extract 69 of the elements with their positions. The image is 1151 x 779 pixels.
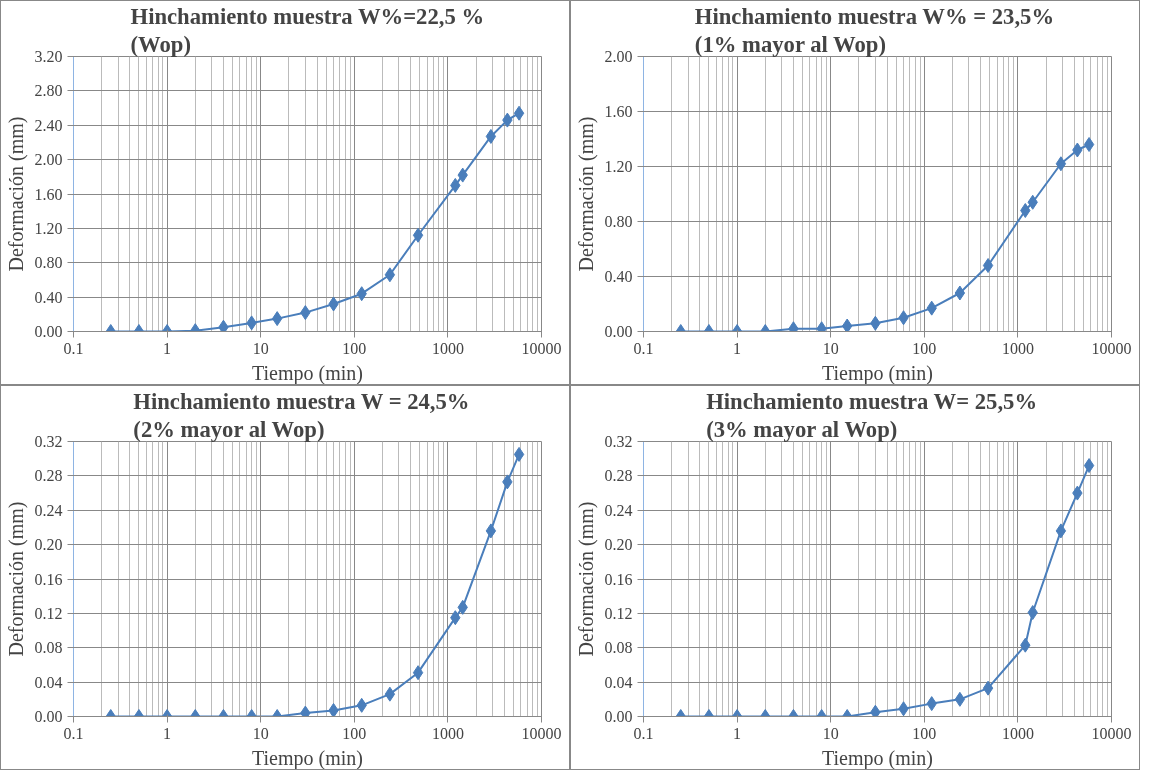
x-tick-label: 10: [822, 724, 839, 742]
x-tick-label: 100: [342, 724, 367, 742]
y-tick-label: 0.08: [34, 639, 63, 657]
x-tick-label: 1: [163, 339, 172, 357]
y-tick-label: 2.00: [34, 151, 63, 169]
x-tick-label: 1: [733, 724, 742, 742]
chart-title: Hinchamiento muestra W%=22,5 % (Wop): [130, 4, 485, 57]
y-tick-label: 0.20: [34, 536, 63, 554]
y-axis-title: Deformación (mm): [4, 501, 28, 657]
y-tick-label: 0.80: [34, 254, 63, 272]
y-tick-label: 0.04: [34, 673, 63, 691]
x-tick-label: 0.1: [633, 339, 654, 357]
x-tick-label: 1000: [431, 339, 464, 357]
y-tick-label: 0.24: [34, 501, 63, 519]
y-tick-label: 0.32: [604, 433, 633, 450]
chart-title: Hinchamiento muestra W= 25,5% (3% mayor al Wop): [706, 389, 1038, 442]
x-tick-label: 100: [912, 339, 937, 357]
y-axis-title: Deformación (mm): [574, 116, 598, 272]
x-tick-label: 10000: [521, 339, 562, 357]
y-tick-label: 0.32: [34, 433, 63, 450]
y-tick-label: 0.24: [604, 501, 633, 519]
x-axis-title: Tiempo (min): [822, 746, 933, 770]
y-tick-label: 1.60: [34, 185, 63, 203]
x-tick-label: 0.1: [63, 724, 84, 742]
x-tick-label: 10: [252, 724, 269, 742]
y-tick-label: 0.00: [604, 323, 633, 340]
x-axis-title: Tiempo (min): [252, 746, 363, 770]
y-tick-label: 0.00: [34, 708, 63, 725]
y-tick-label: 0.40: [604, 268, 633, 285]
x-tick-label: 1000: [1001, 339, 1034, 357]
y-tick-label: 0.80: [604, 213, 633, 230]
y-tick-label: 0.40: [34, 288, 63, 306]
chart-title: Hinchamiento muestra W = 24,5% (2% mayor al Wop): [133, 389, 470, 442]
y-tick-label: 0.28: [604, 467, 633, 485]
x-tick-label: 1: [733, 339, 742, 357]
x-tick-label: 1: [163, 724, 172, 742]
x-tick-label: 100: [912, 724, 937, 742]
x-tick-label: 0.1: [633, 724, 654, 742]
x-tick-label: 100: [342, 339, 367, 357]
y-tick-label: 1.20: [34, 219, 63, 237]
y-axis-title: Deformación (mm): [4, 116, 28, 272]
x-tick-label: 1000: [1001, 724, 1034, 742]
x-tick-label: 10: [822, 339, 839, 357]
x-tick-label: 10000: [521, 724, 562, 742]
x-tick-label: 10: [252, 339, 269, 357]
x-tick-label: 10000: [1091, 724, 1132, 742]
y-tick-label: 2.00: [604, 48, 633, 65]
y-tick-label: 0.28: [34, 467, 63, 485]
y-tick-label: 3.20: [34, 48, 63, 65]
y-tick-label: 0.08: [604, 639, 633, 657]
y-tick-label: 0.12: [34, 604, 63, 622]
chart-title: Hinchamiento muestra W% = 23,5% (1% mayor al Wop): [694, 4, 1055, 57]
y-tick-label: 0.20: [604, 536, 633, 554]
y-axis-title: Deformación (mm): [574, 501, 598, 657]
x-axis-title: Tiempo (min): [822, 361, 933, 385]
y-tick-label: 0.16: [34, 570, 63, 588]
y-tick-label: 2.40: [34, 116, 63, 134]
y-tick-label: 1.20: [604, 158, 633, 175]
x-tick-label: 10000: [1091, 339, 1132, 357]
y-tick-label: 1.60: [604, 103, 633, 120]
y-tick-label: 0.00: [34, 323, 63, 340]
y-tick-label: 0.16: [604, 570, 633, 588]
x-tick-label: 0.1: [63, 339, 84, 357]
x-tick-label: 1000: [431, 724, 464, 742]
y-tick-label: 2.80: [34, 82, 63, 100]
y-tick-label: 0.12: [604, 604, 633, 622]
y-tick-label: 0.04: [604, 673, 633, 691]
x-axis-title: Tiempo (min): [252, 361, 363, 385]
y-tick-label: 0.00: [604, 708, 633, 725]
